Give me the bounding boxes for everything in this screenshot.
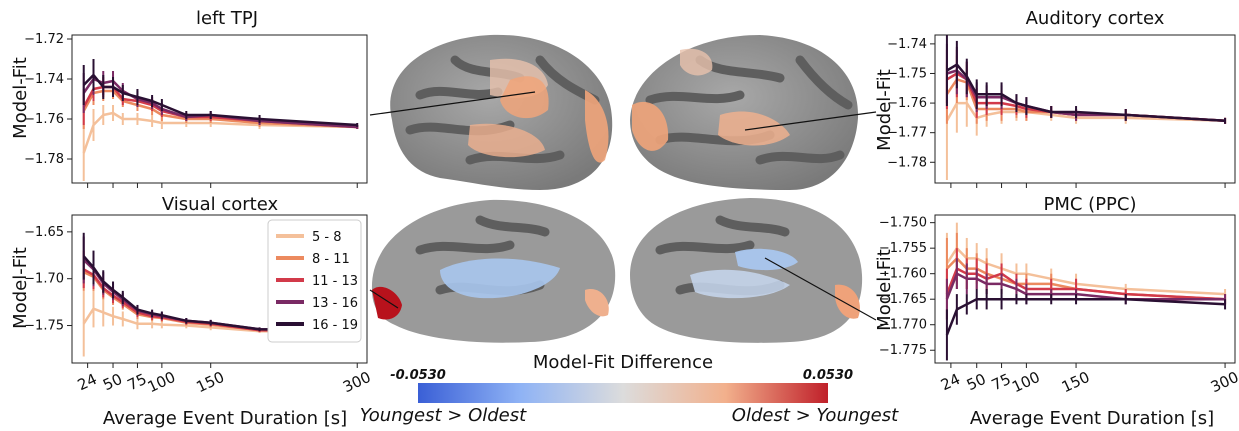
- y-tick-label: −1.760: [879, 267, 927, 282]
- colorbar-right-label: Oldest > Youngest: [732, 405, 899, 426]
- y-tick-label: −1.77: [887, 126, 927, 141]
- axes-frame: [934, 214, 1236, 364]
- y-axis-label: Model-Fit: [10, 57, 31, 139]
- y-axis-label: Model-Fit: [10, 247, 31, 329]
- panel-left-tpj: left TPJ Model-Fit −1.72 −1.74 −1.76 −1.78: [10, 8, 368, 188]
- x-tick-label: 150: [194, 368, 228, 396]
- plot-area: −1.74 −1.75 −1.76 −1.77 −1.78: [887, 34, 1236, 188]
- colorbar-left-label: Youngest > Oldest: [360, 405, 527, 426]
- x-tick-label: 100: [145, 368, 179, 396]
- panel-title: PMC (PPC): [1044, 194, 1137, 215]
- series-line: [82, 73, 358, 127]
- x-tick-label: 300: [340, 368, 374, 396]
- colorbar-gradient: [418, 383, 828, 403]
- series-line: [946, 63, 1226, 123]
- series-line: [82, 111, 358, 154]
- colorbar: Model-Fit Difference -0.0530 0.0530 Youn…: [360, 352, 899, 426]
- panel-title: Visual cortex: [162, 194, 279, 215]
- brain-medial-right: [630, 198, 863, 343]
- x-tick-label: 100: [1009, 368, 1043, 396]
- brain-medial-left: [371, 199, 616, 343]
- panel-title: left TPJ: [196, 8, 258, 29]
- connector-auditory: [744, 111, 877, 131]
- legend-label: 13 - 16: [312, 296, 358, 311]
- colorbar-min-label: -0.0530: [390, 368, 446, 383]
- y-tick-label: −1.755: [879, 241, 927, 256]
- panel-auditory-cortex: Auditory cortex Model-Fit −1.74−1.75−1.7…: [874, 8, 1236, 188]
- y-tick-label: −1.770: [879, 318, 927, 333]
- panel-visual-cortex: Visual cortex Model-Fit Average Event Du…: [10, 194, 374, 429]
- x-axis-label: Average Event Duration [s]: [970, 408, 1214, 429]
- axes-frame: [934, 34, 1236, 184]
- series-line: [945, 272, 1226, 301]
- legend: 5 - 8 8 - 11 11 - 13 13 - 16 16 - 19: [267, 219, 362, 343]
- series-8-11: [945, 232, 1227, 305]
- axes-frame: [71, 214, 368, 364]
- series-16-19: [945, 35, 1227, 124]
- series-11-13: [82, 77, 359, 129]
- y-axis-label: Model-Fit: [874, 249, 895, 331]
- x-axis-label: Average Event Duration [s]: [103, 408, 347, 429]
- x-tick-label: 50: [964, 370, 989, 394]
- series-16-19: [945, 289, 1227, 361]
- y-tick-label: −1.76: [24, 112, 64, 127]
- connector-pmc: [764, 257, 877, 321]
- legend-label: 5 - 8: [312, 230, 342, 245]
- colorbar-title: Model-Fit Difference: [533, 352, 713, 373]
- brain-lateral-left: [390, 34, 613, 190]
- x-tick-label: 24: [938, 370, 963, 394]
- panel-pmc-ppc: PMC (PPC) Model-Fit Average Event Durati…: [874, 194, 1239, 429]
- y-tick-label: −1.75: [24, 319, 64, 334]
- legend-label: 16 - 19: [312, 318, 358, 333]
- y-tick-label: −1.72: [24, 32, 64, 47]
- series-line: [82, 255, 358, 332]
- series-line: [82, 89, 358, 129]
- series-16-19: [82, 59, 359, 127]
- connector-visual: [369, 289, 399, 309]
- series-line: [82, 85, 358, 129]
- colorbar-max-label: 0.0530: [803, 368, 853, 383]
- panel-title: Auditory cortex: [1026, 8, 1165, 29]
- axes-frame: [71, 34, 368, 184]
- y-tick-label: −1.65: [24, 225, 64, 240]
- y-tick-label: −1.750: [879, 216, 927, 231]
- connector-tpj: [369, 91, 536, 116]
- y-tick-label: −1.70: [24, 272, 64, 287]
- y-tick-label: −1.765: [879, 292, 927, 307]
- series-line: [945, 297, 1226, 336]
- series-5-8: [945, 61, 1227, 181]
- legend-label: 8 - 11: [312, 252, 350, 267]
- x-tick-label: 150: [1059, 368, 1093, 396]
- y-tick-label: −1.74: [24, 72, 64, 87]
- series-line: [945, 246, 1226, 296]
- brain-lateral-right: [630, 35, 859, 190]
- y-tick-label: −1.75: [887, 66, 927, 81]
- series-line: [82, 307, 358, 334]
- series-line: [945, 101, 1226, 123]
- y-axis-label: Model-Fit: [874, 69, 895, 151]
- series-5-8: [945, 222, 1227, 300]
- y-tick-label: −1.775: [879, 343, 927, 358]
- x-tick-label: 24: [75, 370, 100, 394]
- series-5-8: [82, 289, 359, 357]
- plot-area: −1.750 −1.755 −1.760 −1.765 −1.770 −1.775 24 50…: [879, 214, 1239, 396]
- y-tick-label: −1.78: [887, 155, 927, 170]
- legend-label: 11 - 13: [312, 274, 358, 289]
- x-tick-label: 300: [1208, 368, 1239, 396]
- x-tick-label: 50: [100, 370, 125, 394]
- y-tick-label: −1.78: [24, 152, 64, 167]
- y-tick-label: −1.76: [887, 96, 927, 111]
- plot-area: −1.72 −1.74 −1.76 −1.78: [24, 32, 368, 188]
- series-line: [945, 267, 1226, 301]
- y-tick-label: −1.74: [887, 37, 927, 52]
- series-line: [946, 69, 1226, 123]
